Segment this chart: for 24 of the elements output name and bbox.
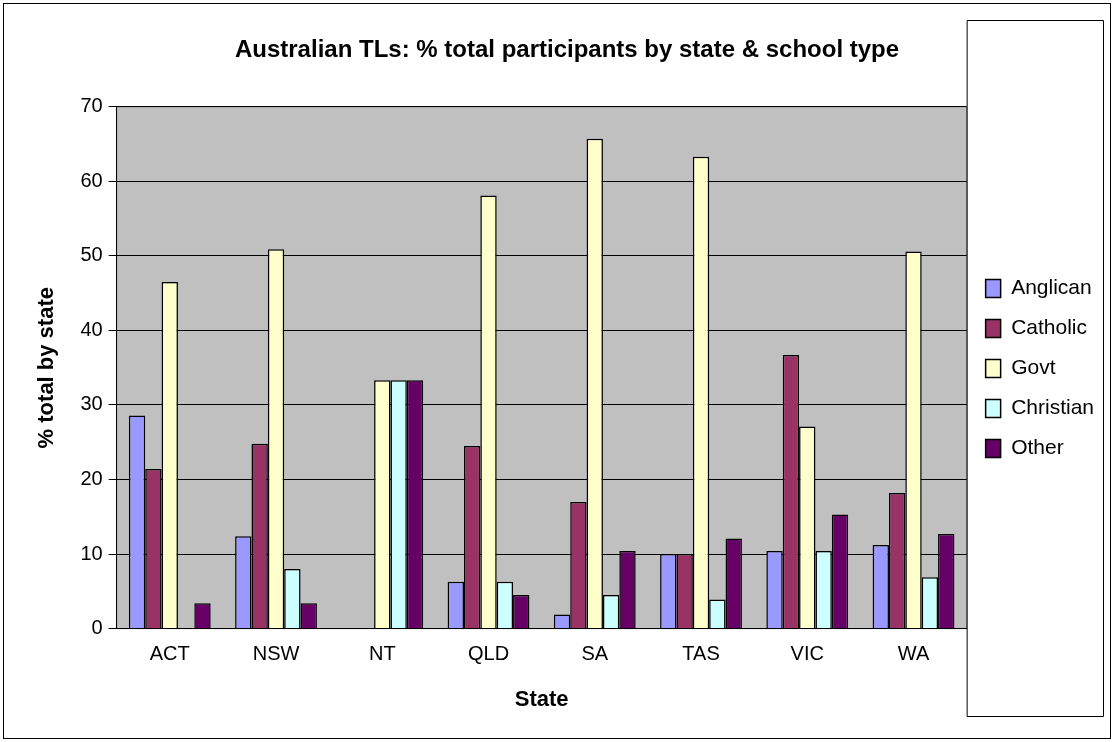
y-tick-label: 30: [80, 392, 103, 415]
x-tick-label: SA: [581, 642, 609, 665]
x-axis-title: State: [514, 685, 569, 711]
x-tick-label: QLD: [467, 642, 510, 665]
y-axis-title: % total by state: [33, 287, 59, 449]
chart-title: Australian TLs: % total participants by state & school type: [234, 35, 900, 63]
legend-label: Catholic: [1011, 315, 1088, 339]
x-tick-label: ACT: [149, 642, 190, 665]
x-tick-label: VIC: [790, 642, 824, 665]
y-tick-label: 50: [80, 243, 103, 266]
y-tick-label: 40: [80, 317, 103, 340]
legend-label: Govt: [1011, 355, 1056, 379]
x-tick-label: NT: [368, 642, 396, 665]
y-tick-label: 0: [91, 616, 103, 639]
x-tick-label: NSW: [252, 642, 300, 665]
y-tick-label: 10: [80, 541, 103, 564]
x-tick-label: TAS: [682, 642, 720, 665]
legend-label: Anglican: [1011, 275, 1092, 299]
y-tick-label: 70: [80, 94, 103, 117]
x-tick-label: WA: [897, 642, 930, 665]
legend-label: Other: [1011, 435, 1064, 459]
legend-label: Christian: [1011, 395, 1095, 419]
y-tick-label: 20: [80, 467, 103, 490]
y-tick-label: 60: [80, 168, 103, 191]
